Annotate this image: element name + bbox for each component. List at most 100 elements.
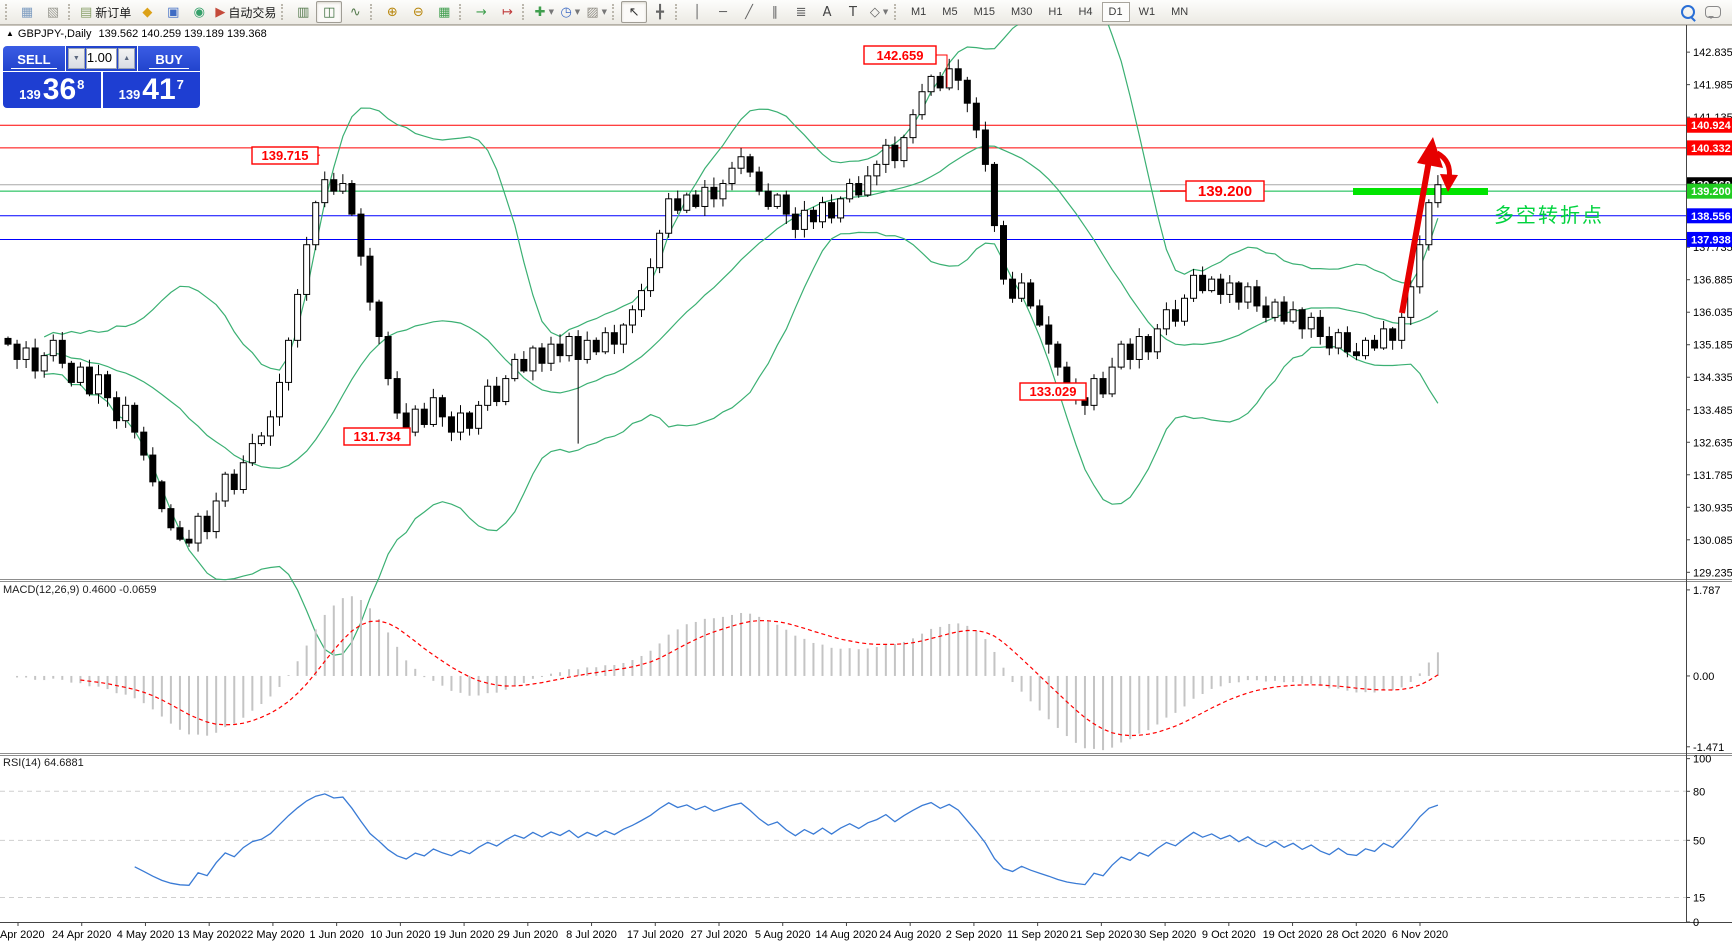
data-window-icon[interactable]: ▣ — [160, 1, 186, 23]
date-label: 19 Oct 2020 — [1263, 929, 1323, 941]
bars-chart-icon[interactable]: ▥ — [290, 1, 316, 23]
rsi-pane — [0, 790, 1686, 898]
autotrading-button[interactable]: ▶ 自动交易 — [212, 1, 279, 23]
timeframe-h4[interactable]: H4 — [1078, 6, 1093, 18]
fibonacci-icon[interactable]: ≣ — [788, 1, 814, 23]
level-tag-140.924 — [1687, 117, 1732, 133]
timeframe-m1[interactable]: M1 — [911, 6, 927, 18]
timeframe-w1[interactable]: W1 — [1138, 6, 1156, 18]
new-order-button[interactable]: ▤ 新订单 — [77, 1, 134, 23]
date-label: 8 Jul 2020 — [566, 929, 617, 941]
volume-decrease-button[interactable]: ▼ — [67, 48, 85, 69]
periods-button[interactable]: ◷ ▼ — [557, 1, 583, 23]
profiles-icon: ▧ — [46, 4, 60, 20]
timeframe-m15[interactable]: M15 — [973, 6, 995, 18]
svg-text:133.029: 133.029 — [1030, 384, 1077, 399]
price-callouts[interactable]: 142.659 139.715 131.734 133.029 139.200 — [251, 45, 1265, 446]
sell-price[interactable]: 139 36 8 — [3, 72, 101, 108]
timeframe-m5[interactable]: M5 — [942, 6, 958, 18]
auto-scroll-icon[interactable]: → — [468, 1, 494, 23]
text-icon[interactable]: A — [814, 1, 840, 23]
chart-canvas[interactable]: 142.835141.985141.135140.285139.435138.5… — [0, 25, 1732, 946]
cursor-icon[interactable]: ↖ — [621, 1, 648, 23]
annotation-arrows[interactable] — [1399, 137, 1458, 314]
svg-text:15: 15 — [1693, 892, 1705, 904]
callout-139.715[interactable] — [251, 146, 319, 165]
svg-text:80: 80 — [1693, 786, 1705, 798]
svg-text:130.935: 130.935 — [1693, 502, 1732, 514]
svg-text:140.332: 140.332 — [1691, 143, 1731, 155]
price-level-lines[interactable] — [0, 124, 1686, 240]
shapes-icon[interactable]: ◇ ▼ — [866, 1, 892, 23]
trend-arrow-up[interactable] — [1399, 154, 1433, 314]
vline-icon: │ — [693, 4, 701, 20]
trendline-icon[interactable]: ╱ — [736, 1, 762, 23]
one-click-trading-panel: SELL ▼ 1.00 ▲ BUY 139 36 8 139 41 7 — [3, 46, 200, 108]
annotation-text[interactable]: 多空转折点 — [1494, 205, 1604, 227]
buy-price[interactable]: 139 41 7 — [102, 72, 200, 108]
channel-icon[interactable]: ∥ — [762, 1, 788, 23]
level-tag-140.332 — [1687, 140, 1732, 156]
shapes-icon: ◇ — [869, 4, 880, 20]
candles-chart-icon[interactable]: ◫ — [316, 1, 343, 23]
profiles-icon[interactable]: ▧ — [40, 1, 66, 23]
zoom-out-icon[interactable]: ⊖ — [405, 1, 431, 23]
indicators-button[interactable]: ✚ ▼ — [531, 1, 557, 23]
toolbar-grip — [612, 4, 617, 20]
timeframe-m30[interactable]: M30 — [1010, 6, 1033, 18]
templates-button[interactable]: ▨ ▼ — [583, 1, 610, 23]
hline-icon[interactable]: ─ — [710, 1, 736, 23]
signals-icon[interactable]: ◉ — [186, 1, 212, 23]
callout-142.659[interactable] — [863, 45, 937, 65]
mql5-icon[interactable]: ◆ — [134, 1, 160, 23]
timeframe-mn[interactable]: MN — [1171, 6, 1189, 18]
trend-arrow-up-head — [1417, 137, 1443, 168]
toolbar-right — [1681, 5, 1729, 19]
sell-button[interactable]: SELL — [3, 46, 65, 71]
svg-text:132.635: 132.635 — [1693, 437, 1732, 449]
crosshair-icon: ╋ — [656, 4, 664, 20]
search-icon[interactable] — [1681, 5, 1695, 19]
svg-text:142.835: 142.835 — [1693, 47, 1732, 59]
svg-text:50: 50 — [1693, 835, 1705, 847]
timeframe-d1[interactable]: D1 — [1101, 2, 1130, 22]
vline-icon[interactable]: │ — [684, 1, 710, 23]
date-label: 11 Sep 2020 — [1007, 929, 1069, 941]
toolbar-grip — [370, 4, 375, 20]
autotrading-button-label: 自动交易 — [228, 5, 277, 20]
timeframe-h1[interactable]: H1 — [1048, 6, 1063, 18]
tile-windows-icon[interactable]: ▦ — [431, 1, 457, 23]
svg-text:142.659: 142.659 — [877, 48, 924, 63]
text-icon: A — [822, 4, 832, 20]
callout-131.734[interactable] — [343, 427, 411, 446]
crosshair-icon[interactable]: ╋ — [647, 1, 673, 23]
line-chart-icon[interactable]: ∿ — [342, 1, 368, 23]
bollinger-bands — [43, 25, 1439, 656]
rsi-line — [134, 793, 1439, 886]
svg-text:139.200: 139.200 — [1198, 183, 1252, 200]
toolbar-grip — [5, 4, 10, 20]
volume-increase-button[interactable]: ▲ — [118, 48, 136, 69]
macd-pane — [16, 596, 1439, 751]
chevron-down-icon: ▼ — [574, 8, 581, 16]
date-label: 4 May 2020 — [117, 929, 174, 941]
svg-text:140.924: 140.924 — [1691, 120, 1732, 132]
volume-input[interactable]: 1.00 — [85, 48, 118, 69]
new-chart-icon[interactable]: ▦ — [14, 1, 40, 23]
label-icon[interactable]: T — [840, 1, 866, 23]
hline-icon: ─ — [719, 4, 727, 20]
buy-button[interactable]: BUY — [138, 46, 200, 71]
date-label: 10 Jun 2020 — [370, 929, 431, 941]
chart-shift-icon[interactable]: ↦ — [494, 1, 520, 23]
pane-separators — [0, 25, 1732, 923]
zoom-in-icon[interactable]: ⊕ — [379, 1, 405, 23]
date-label: 24 Apr 2020 — [52, 929, 111, 941]
svg-text:139.200: 139.200 — [1691, 186, 1731, 198]
chat-icon[interactable] — [1705, 6, 1721, 19]
callout-133.029[interactable] — [1019, 382, 1087, 401]
macd-label: MACD(12,26,9) 0.4600 -0.0659 — [3, 584, 157, 596]
callout-139.200[interactable] — [1185, 180, 1265, 202]
svg-text:131.785: 131.785 — [1693, 470, 1732, 482]
svg-text:-1.471: -1.471 — [1693, 742, 1724, 754]
date-label: 29 Jun 2020 — [498, 929, 559, 941]
